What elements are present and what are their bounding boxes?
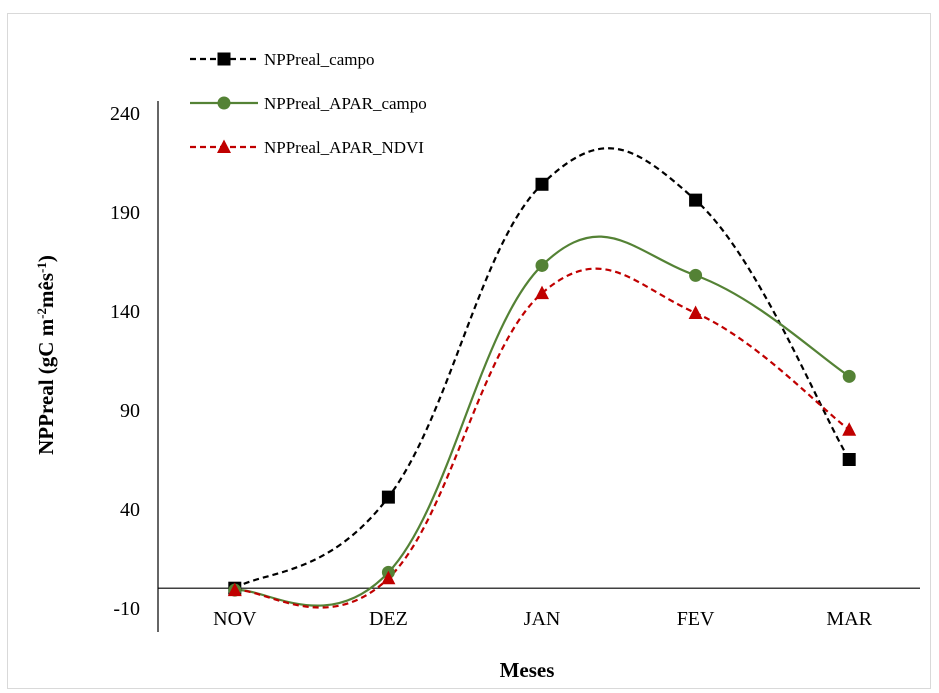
legend-label: NPPreal_campo (264, 50, 374, 69)
x-tick-label: JAN (524, 608, 561, 630)
y-tick-label: 40 (120, 499, 140, 521)
axes (157, 101, 920, 632)
x-tick-label: DEZ (369, 608, 408, 630)
y-tick-label: 90 (120, 400, 140, 422)
legend-marker-triangle (217, 139, 231, 153)
y-tick-label: 190 (110, 202, 140, 224)
y-tick-labels: 240 190 140 90 40 -10 (110, 103, 140, 620)
data-point-square (535, 177, 549, 191)
legend-marker-square (217, 52, 231, 66)
data-point-square (689, 193, 703, 207)
y-axis-title-sup2: -1 (34, 262, 49, 273)
legend-label: NPPreal_APAR_NDVI (264, 138, 424, 157)
data-point-square (381, 490, 395, 504)
y-axis-title-main: NPPreal (gC m (34, 318, 58, 455)
x-tick-labels: NOV DEZ JAN FEV MAR (213, 608, 873, 630)
x-tick-label: FEV (677, 608, 715, 630)
y-tick-label: -10 (113, 598, 140, 620)
series-markers (227, 177, 857, 597)
data-point-triangle (842, 422, 857, 436)
data-point-square (842, 453, 856, 466)
series-line-square (234, 147, 851, 590)
data-point-triangle (688, 305, 703, 319)
data-point-circle (689, 268, 703, 282)
data-point-triangle (535, 285, 549, 300)
legend: NPPreal_campo NPPreal_APAR_campo NPPreal_A… (190, 50, 427, 157)
series-lines (234, 147, 851, 609)
y-tick-label: 140 (110, 301, 140, 323)
legend-label: NPPreal_APAR_campo (264, 94, 427, 113)
series-line-triangle (234, 267, 850, 609)
y-tick-label: 240 (110, 103, 140, 125)
data-point-triangle (381, 570, 396, 585)
x-axis-title: Meses (500, 658, 555, 682)
y-axis-title-end: ) (34, 255, 58, 262)
y-axis-title-sup1: -2 (34, 308, 49, 319)
data-point-triangle (227, 582, 242, 597)
x-tick-label: MAR (826, 608, 872, 630)
y-axis-title-mid: mês (34, 273, 58, 308)
legend-marker-circle (217, 96, 231, 110)
data-point-circle (842, 369, 856, 383)
y-axis-title: NPPreal (gC m-2mês-1) (34, 255, 59, 455)
chart-frame (7, 13, 931, 689)
series-line-circle (234, 235, 850, 607)
x-tick-label: NOV (213, 608, 257, 630)
data-point-circle (535, 258, 549, 272)
